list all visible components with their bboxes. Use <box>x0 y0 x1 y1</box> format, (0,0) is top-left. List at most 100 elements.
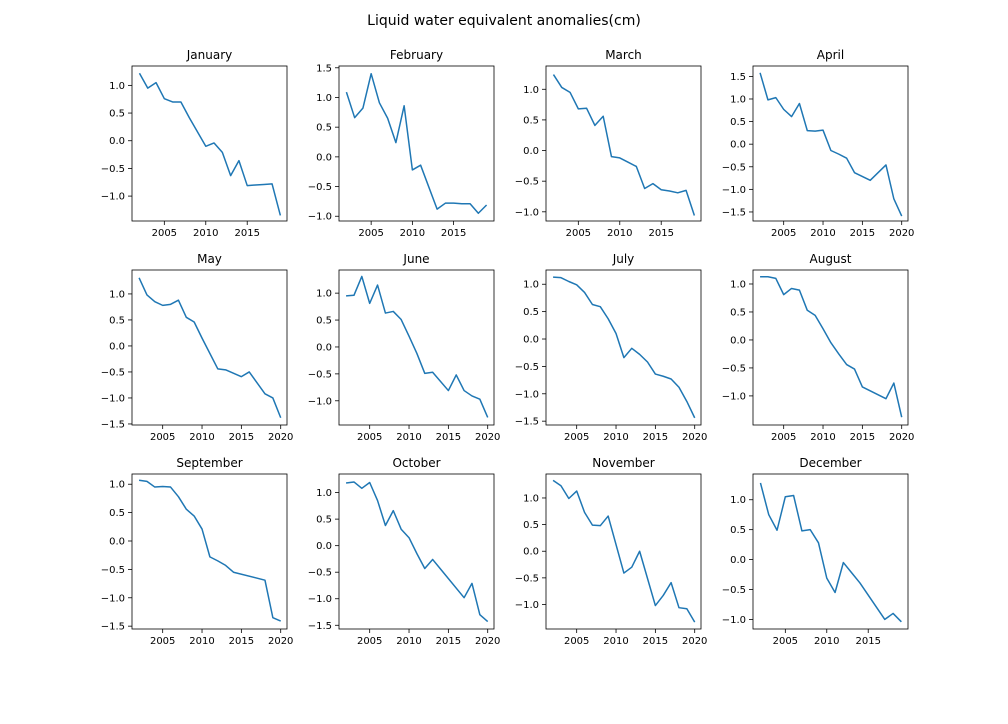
y-tick-label: 0.5 <box>523 307 539 318</box>
series-line <box>552 74 696 216</box>
subplot-title: January <box>186 48 233 62</box>
y-tick-label: −1.0 <box>308 396 332 407</box>
series-line <box>760 275 903 418</box>
axes-frame <box>131 65 288 222</box>
x-tick-label: 2005 <box>771 228 796 239</box>
axes-frame <box>545 269 702 426</box>
series-line <box>345 72 488 215</box>
subplot-november: November 2005 2010 2015 2020 −1.0 −0.5 0.0 0.5 1.… <box>515 456 708 647</box>
y-tick-label: 0.0 <box>109 341 125 352</box>
subplot-title: February <box>390 48 443 62</box>
series-line <box>138 72 282 216</box>
x-tick-label: 2010 <box>400 228 425 239</box>
subplot-may: May 2005 2010 2015 2020 −1.5 −1.0 −0.5 0.0 0.5 1.0 <box>101 252 294 443</box>
y-tick-label: −1.0 <box>515 207 539 218</box>
x-tick-label: 2015 <box>436 432 461 443</box>
x-tick-label: 2015 <box>229 636 254 647</box>
x-tick-label: 2010 <box>810 432 835 443</box>
figure-title: Liquid water equivalent anomalies(cm) <box>367 13 641 29</box>
x-tick-label: 2020 <box>475 432 500 443</box>
y-tick-label: −0.5 <box>308 568 332 579</box>
y-tick-label: 0.0 <box>730 555 746 566</box>
x-tick-label: 2015 <box>850 228 875 239</box>
y-tick-label: −1.5 <box>515 417 539 428</box>
x-tick-label: 2010 <box>189 636 214 647</box>
subplot-february: February 2005 2010 2015 −1.0 −0.5 0.0 0.5 1.0 1.5 <box>308 48 495 239</box>
x-tick-label: 2005 <box>566 228 591 239</box>
x-tick-label: 2010 <box>396 432 421 443</box>
y-tick-label: 1.0 <box>523 85 539 96</box>
x-tick-label: 2005 <box>358 228 383 239</box>
x-tick-label: 2010 <box>603 636 628 647</box>
y-tick-label: −0.5 <box>101 367 125 378</box>
y-tick-label: 0.5 <box>109 315 125 326</box>
x-tick-label: 2005 <box>564 636 589 647</box>
x-tick-label: 2020 <box>682 432 707 443</box>
subplot-title: September <box>176 456 242 470</box>
y-tick-label: −1.0 <box>308 594 332 605</box>
y-tick-label: −1.0 <box>722 391 746 402</box>
series-line <box>759 72 903 217</box>
x-tick-label: 2015 <box>850 432 875 443</box>
y-tick-label: 0.5 <box>316 123 332 134</box>
y-tick-label: 0.0 <box>730 335 746 346</box>
y-tick-label: 0.5 <box>523 520 539 531</box>
x-tick-label: 2015 <box>648 228 673 239</box>
axes-frame <box>338 269 495 426</box>
y-tick-label: 1.0 <box>109 289 125 300</box>
x-tick-label: 2015 <box>441 228 466 239</box>
subplot-july: July 2005 2010 2015 2020 −1.5 −1.0 −0.5 0.0 0.5 1.… <box>515 252 708 443</box>
y-tick-label: −1.0 <box>515 600 539 611</box>
x-tick-label: 2005 <box>773 636 798 647</box>
y-tick-label: 0.0 <box>316 541 332 552</box>
y-tick-label: 0.5 <box>109 109 125 120</box>
axes-frame <box>131 473 288 630</box>
axes-frame <box>338 473 495 630</box>
x-tick-label: 2005 <box>771 432 796 443</box>
y-tick-label: 0.5 <box>523 115 539 126</box>
series-line <box>553 276 696 419</box>
y-tick-label: −1.0 <box>101 593 125 604</box>
y-tick-label: 0.0 <box>109 136 125 147</box>
subplot-title: August <box>810 252 852 266</box>
y-tick-label: −1.5 <box>101 419 125 430</box>
axes-frame <box>338 65 495 222</box>
y-tick-label: 1.5 <box>316 63 332 74</box>
y-tick-label: −0.5 <box>515 362 539 373</box>
axes-frame <box>752 473 909 630</box>
subplot-title: May <box>197 252 222 266</box>
y-tick-label: −1.0 <box>722 185 746 196</box>
subplot-title: July <box>612 252 635 266</box>
x-tick-label: 2015 <box>436 636 461 647</box>
x-tick-label: 2020 <box>889 228 914 239</box>
x-tick-label: 2010 <box>603 432 628 443</box>
axes-frame <box>545 473 702 630</box>
y-tick-label: 1.0 <box>109 81 125 92</box>
y-tick-label: 0.0 <box>523 547 539 558</box>
y-tick-label: 0.5 <box>730 117 746 128</box>
axes-frame <box>752 269 909 426</box>
subplot-title: October <box>392 456 440 470</box>
y-tick-label: 1.0 <box>730 495 746 506</box>
y-tick-label: −0.5 <box>722 585 746 596</box>
x-tick-label: 2015 <box>234 228 259 239</box>
y-tick-label: 1.0 <box>730 279 746 290</box>
x-tick-label: 2015 <box>855 636 880 647</box>
series-line <box>552 479 696 623</box>
y-tick-label: 0.0 <box>523 146 539 157</box>
y-tick-label: 0.5 <box>109 508 125 519</box>
y-tick-label: −0.5 <box>515 177 539 188</box>
subplot-october: October 2005 2010 2015 2020 −1.5 −1.0 −0.5 0.0 0.… <box>308 456 501 647</box>
y-tick-label: −1.0 <box>515 389 539 400</box>
y-tick-label: −1.0 <box>101 192 125 203</box>
y-tick-label: 0.0 <box>316 152 332 163</box>
y-tick-label: 1.0 <box>109 480 125 491</box>
x-tick-label: 2005 <box>564 432 589 443</box>
x-tick-label: 2010 <box>607 228 632 239</box>
y-tick-label: 1.0 <box>523 280 539 291</box>
subplot-march: March 2005 2010 2015 −1.0 −0.5 0.0 0.5 1.0 <box>515 48 702 239</box>
subplot-april: April 2005 2010 2015 2020 −1.5 −1.0 −0.5 0.0 0.5 1… <box>722 48 915 239</box>
x-tick-label: 2020 <box>475 636 500 647</box>
x-tick-label: 2010 <box>396 636 421 647</box>
